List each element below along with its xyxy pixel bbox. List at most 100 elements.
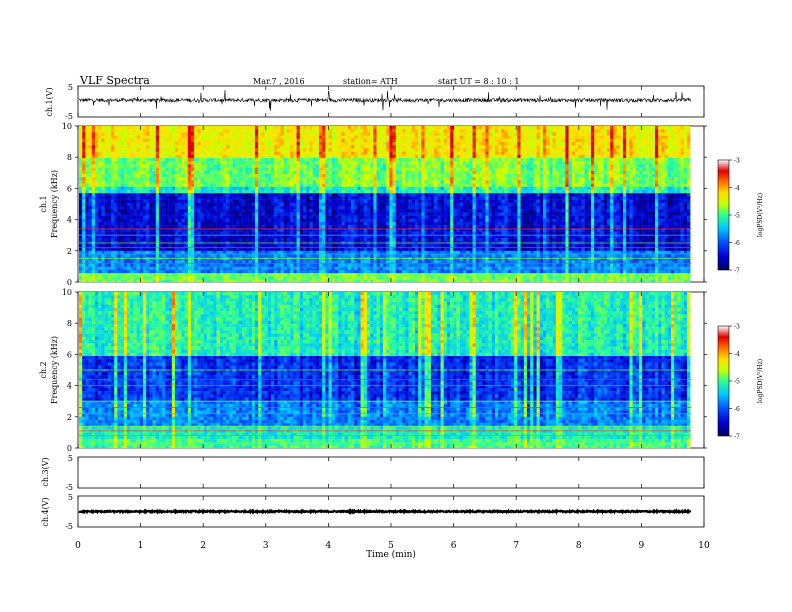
spectrogram-cell <box>367 126 371 130</box>
spectrogram-cell <box>242 164 246 168</box>
spectrogram-cell <box>357 142 361 146</box>
spectrogram-cell <box>104 186 108 191</box>
spectrogram-cell <box>152 129 156 133</box>
spectrogram-cell <box>565 145 569 149</box>
spectrogram-cell <box>200 202 204 207</box>
spectrogram-cell <box>159 148 163 152</box>
spectrogram-cell <box>277 196 281 200</box>
spectrogram-cell <box>491 161 496 165</box>
spectrogram-cell <box>386 135 390 139</box>
spectrogram-cell <box>207 135 211 139</box>
spectrogram-cell <box>197 183 201 187</box>
spectrogram-cell <box>136 209 140 213</box>
spectrogram-cell <box>376 129 380 133</box>
spectrogram-cell <box>274 158 278 162</box>
spectrogram-cell <box>357 206 361 210</box>
spectrogram-cell <box>482 206 486 210</box>
spectrogram-cell <box>191 138 195 143</box>
spectrogram-cell <box>235 180 240 184</box>
spectrogram-cell <box>136 129 140 133</box>
spectrogram-cell <box>165 190 169 194</box>
spectrogram-cell <box>200 190 204 194</box>
spectrogram-cell <box>421 158 425 162</box>
spectrogram-cell <box>632 190 636 194</box>
spectrogram-cell <box>98 170 102 175</box>
spectrogram-cell <box>280 154 284 159</box>
spectrogram-cell <box>376 164 380 168</box>
spectrogram-cell <box>591 158 595 162</box>
spectrogram-cell <box>159 174 163 178</box>
spectrogram-cell <box>322 148 326 152</box>
spectrogram-cell <box>229 190 233 194</box>
spectrogram-cell <box>91 145 96 149</box>
spectrogram-cell <box>207 138 211 143</box>
spectrogram-cell <box>280 164 284 168</box>
spectrogram-cell <box>517 148 521 152</box>
spectrogram-cell <box>427 161 432 165</box>
spectrogram-cell <box>271 180 275 184</box>
spectrogram-cell <box>482 129 486 133</box>
spectrogram-cell <box>370 132 374 136</box>
spectrogram-cell <box>200 132 204 136</box>
spectrogram-cell <box>587 158 592 162</box>
spectrogram-cell <box>91 151 96 155</box>
spectrogram-cell <box>530 199 534 203</box>
spectrogram-cell <box>655 164 659 168</box>
spectrogram-cell <box>363 186 368 191</box>
spectrogram-cell <box>568 186 572 191</box>
spectrogram-cell <box>389 167 393 171</box>
spectrogram-cell <box>226 145 230 149</box>
spectrogram-cell <box>459 129 464 133</box>
spectrogram-cell <box>613 177 617 181</box>
spectrogram-cell <box>402 199 406 203</box>
spectrogram-cell <box>651 183 656 187</box>
spectrogram-cell <box>120 164 124 168</box>
spectrogram-cell <box>82 145 86 149</box>
spectrogram-cell <box>594 138 598 143</box>
spectrogram-cell <box>479 180 483 184</box>
spectrogram-cell <box>293 129 297 133</box>
spectrogram-cell <box>363 126 368 130</box>
spectrogram-cell <box>546 190 550 194</box>
spectrogram-cell <box>114 190 118 194</box>
spectrogram-cell <box>363 190 368 194</box>
spectrogram-cell <box>104 206 108 210</box>
spectrogram-cell <box>664 138 668 143</box>
spectrogram-cell <box>485 206 489 210</box>
spectrogram-cell <box>354 202 358 207</box>
spectrogram-cell <box>239 174 243 178</box>
spectrogram-cell <box>623 196 627 200</box>
spectrogram-cell <box>421 161 425 165</box>
spectrogram-cell <box>171 202 176 207</box>
spectrogram-cell <box>136 135 140 139</box>
spectrogram-cell <box>683 142 688 146</box>
spectrogram-cell <box>667 199 672 203</box>
spectrogram-cell <box>152 142 156 146</box>
spectrogram-cell <box>357 158 361 162</box>
spectrogram-cell <box>603 183 608 187</box>
spectrogram-cell <box>495 138 499 143</box>
spectrogram-cell <box>498 135 502 139</box>
spectrogram-cell <box>658 174 662 178</box>
spectrogram-cell <box>399 154 403 159</box>
spectrogram-cell <box>386 158 390 162</box>
spectrogram-cell <box>616 167 620 171</box>
spectrogram-cell <box>344 148 348 152</box>
spectrogram-cell <box>85 129 89 133</box>
spectrogram-cell <box>143 196 147 200</box>
spectrogram-cell <box>447 196 451 200</box>
spectrogram-cell <box>232 129 236 133</box>
spectrogram-cell <box>383 167 387 171</box>
spectrogram-cell <box>104 164 108 168</box>
spectrogram-cell <box>235 145 240 149</box>
spectrogram-cell <box>655 161 659 165</box>
spectrogram-cell <box>200 126 204 130</box>
spectrogram-cell <box>251 206 256 210</box>
spectrogram-cell <box>479 148 483 152</box>
spectrogram-cell <box>187 148 192 152</box>
spectrogram-cell <box>639 164 643 168</box>
spectrogram-cell <box>309 164 313 168</box>
spectrogram-cell <box>533 142 537 146</box>
spectrogram-cell <box>258 164 262 168</box>
spectrogram-cell <box>303 148 307 152</box>
